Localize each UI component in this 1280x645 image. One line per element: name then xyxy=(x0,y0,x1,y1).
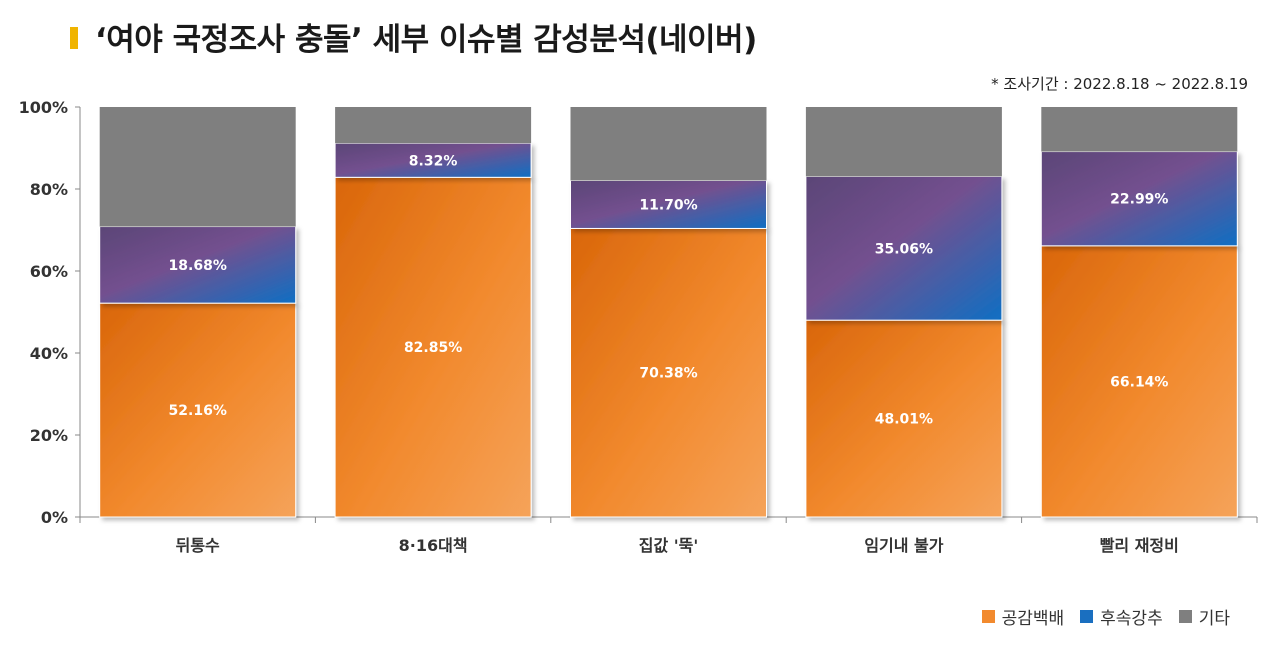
data-label: 52.16% xyxy=(169,403,227,419)
legend-item-negative: 후속강추 xyxy=(1080,604,1163,629)
data-label: 70.38% xyxy=(639,366,697,382)
bar-positive xyxy=(1040,245,1238,518)
y-tick-label: 40% xyxy=(30,344,68,363)
data-label: 11.70% xyxy=(639,197,697,213)
legend-swatch-negative xyxy=(1080,610,1094,623)
legend-label-other: 기타 xyxy=(1198,609,1230,629)
bar-negative xyxy=(334,142,532,178)
survey-period: * 조사기간 : 2022.8.18 ~ 2022.8.19 xyxy=(991,75,1248,93)
x-tick-label: 뒤통수 xyxy=(176,536,220,555)
y-tick-label: 60% xyxy=(30,262,68,281)
data-label: 66.14% xyxy=(1110,374,1168,390)
bar-positive xyxy=(805,319,1003,518)
data-label: 18.68% xyxy=(169,258,227,274)
x-tick-label: 임기내 불가 xyxy=(864,536,943,555)
legend-label-positive: 공감백배 xyxy=(1001,609,1065,629)
legend-label-negative: 후속강추 xyxy=(1100,609,1163,629)
data-label: 8.32% xyxy=(409,153,458,169)
bar-other xyxy=(335,107,532,144)
bar-other xyxy=(99,107,296,227)
legend-swatch-other xyxy=(1178,610,1192,623)
bar-negative xyxy=(805,175,1003,321)
y-tick-label: 100% xyxy=(19,98,68,117)
legend: 공감백배 후속강추 기타 xyxy=(981,604,1230,629)
title-accent-bar xyxy=(70,27,78,49)
data-label: 48.01% xyxy=(875,412,933,428)
bar-negative xyxy=(1040,151,1238,247)
bar-positive xyxy=(334,176,532,518)
legend-item-other: 기타 xyxy=(1178,604,1230,629)
data-label: 82.85% xyxy=(404,340,462,356)
data-label: 35.06% xyxy=(875,241,933,257)
bar-other xyxy=(1041,107,1238,152)
bar-negative xyxy=(99,226,297,304)
chart-title: ‘여야 국정조사 충돌’ 세부 이슈별 감성분석(네이버) xyxy=(95,22,757,58)
y-tick-label: 0% xyxy=(41,508,68,527)
x-tick-label: 집값 '뚝' xyxy=(639,536,699,555)
x-tick-label: 8·16대책 xyxy=(399,536,468,555)
legend-swatch-positive xyxy=(981,610,995,623)
legend-item-positive: 공감백배 xyxy=(981,604,1065,629)
bar-other xyxy=(570,107,767,181)
bar-other xyxy=(805,107,1002,177)
y-tick-label: 20% xyxy=(30,426,68,445)
data-label: 22.99% xyxy=(1110,192,1168,208)
bar-positive xyxy=(570,227,767,518)
x-tick-label: 빨리 재정비 xyxy=(1100,536,1179,555)
bar-negative xyxy=(570,179,767,229)
y-tick-label: 80% xyxy=(30,180,68,199)
